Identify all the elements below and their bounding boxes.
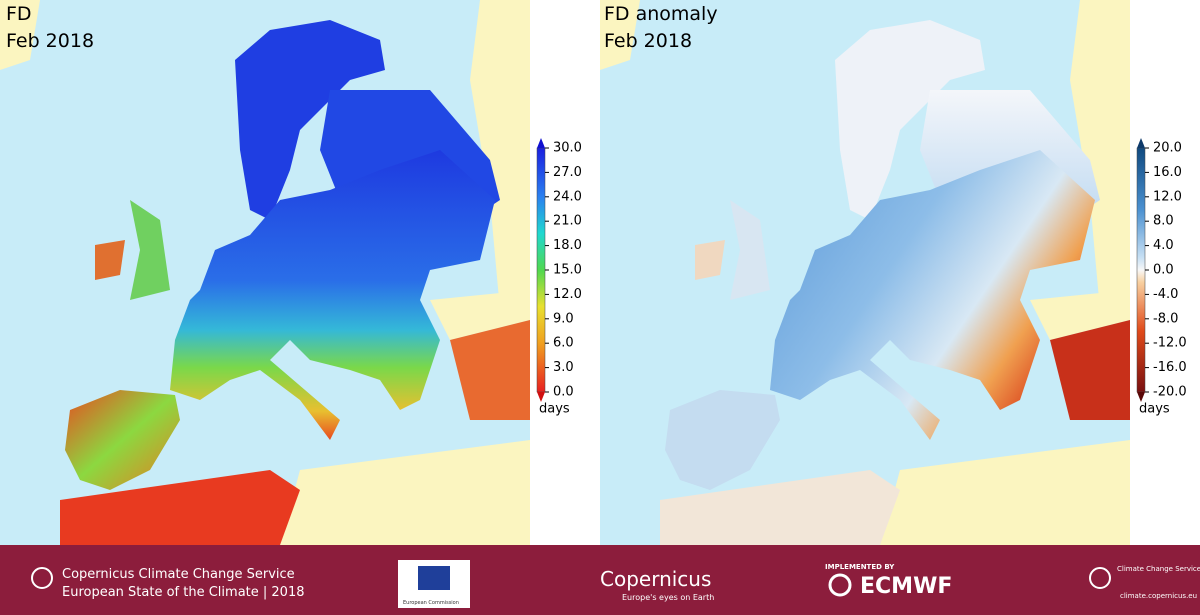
turkey xyxy=(1050,320,1130,420)
britain xyxy=(730,200,770,300)
footer-text: Copernicus xyxy=(600,567,711,591)
colorbar-label: 12.0 xyxy=(1153,189,1182,204)
panel-titles: FD Feb 2018 FD anomaly Feb 2018 xyxy=(6,3,718,52)
footer-text: Climate Change Service xyxy=(1117,565,1200,573)
britain xyxy=(130,200,170,300)
panel-title: FD xyxy=(6,3,32,25)
colorbar-label: -16.0 xyxy=(1153,360,1187,375)
footer-text: European Commission xyxy=(403,600,459,606)
colorbar-arrow xyxy=(1137,138,1145,148)
footer-text: ECMWF xyxy=(860,574,952,599)
colorbar-label: 30.0 xyxy=(553,141,582,156)
north-africa xyxy=(60,470,300,545)
colorbar-label: 24.0 xyxy=(553,189,582,204)
colorbar-label: 4.0 xyxy=(1153,238,1174,253)
colorbar-label: 3.0 xyxy=(553,360,574,375)
scandinavia xyxy=(835,20,985,220)
colorbar-label: 16.0 xyxy=(1153,165,1182,180)
footer-text: European State of the Climate | 2018 xyxy=(62,585,304,600)
colorbar-arrow xyxy=(537,138,545,148)
colorbar-label: 0.0 xyxy=(1153,263,1174,278)
continent xyxy=(170,150,495,440)
continent xyxy=(770,150,1095,440)
colorbar-label: 9.0 xyxy=(553,311,574,326)
footer-text: Copernicus Climate Change Service xyxy=(62,567,295,582)
colorbar-unit: days xyxy=(1139,402,1170,417)
footer-text: climate.copernicus.eu xyxy=(1120,592,1197,600)
turkey xyxy=(450,320,530,420)
north-africa xyxy=(660,470,900,545)
scandinavia xyxy=(235,20,385,220)
panel-title: FD anomaly xyxy=(604,3,718,25)
map-panel xyxy=(0,0,530,545)
colorbar-unit: days xyxy=(539,402,570,417)
ireland xyxy=(95,240,125,280)
colorbar-label: -20.0 xyxy=(1153,385,1187,400)
colorbar-label: -12.0 xyxy=(1153,336,1187,351)
map-panel xyxy=(600,0,1130,545)
colorbar-arrow xyxy=(1137,392,1145,402)
colorbar-label: -8.0 xyxy=(1153,311,1178,326)
panel-subtitle: Feb 2018 xyxy=(604,30,692,52)
colorbar-label: 18.0 xyxy=(553,238,582,253)
colorbar-label: 27.0 xyxy=(553,165,582,180)
iberia xyxy=(665,390,780,490)
colorbar xyxy=(1136,147,1146,393)
ireland xyxy=(695,240,725,280)
iberia xyxy=(65,390,180,490)
colorbar-label: 20.0 xyxy=(1153,141,1182,156)
footer: Copernicus Climate Change Service Europe… xyxy=(0,545,1200,615)
footer-text: Europe's eyes on Earth xyxy=(622,593,714,602)
colorbar-label: 0.0 xyxy=(553,385,574,400)
colorbar-label: 6.0 xyxy=(553,336,574,351)
panel-subtitle: Feb 2018 xyxy=(6,30,94,52)
footer-text: IMPLEMENTED BY xyxy=(825,563,895,571)
colorbar-label: 15.0 xyxy=(553,263,582,278)
colorbar-label: 12.0 xyxy=(553,287,582,302)
colorbar-label: -4.0 xyxy=(1153,287,1178,302)
colorbar-arrow xyxy=(537,392,545,402)
colorbar-label: 21.0 xyxy=(553,214,582,229)
colorbar xyxy=(536,147,546,393)
colorbar-label: 8.0 xyxy=(1153,214,1174,229)
colorbars: 30.0 27.0 24.0 21.0 18.0 15.0 12.0 9.0 6.0 3.0 0.0… xyxy=(536,138,1187,417)
